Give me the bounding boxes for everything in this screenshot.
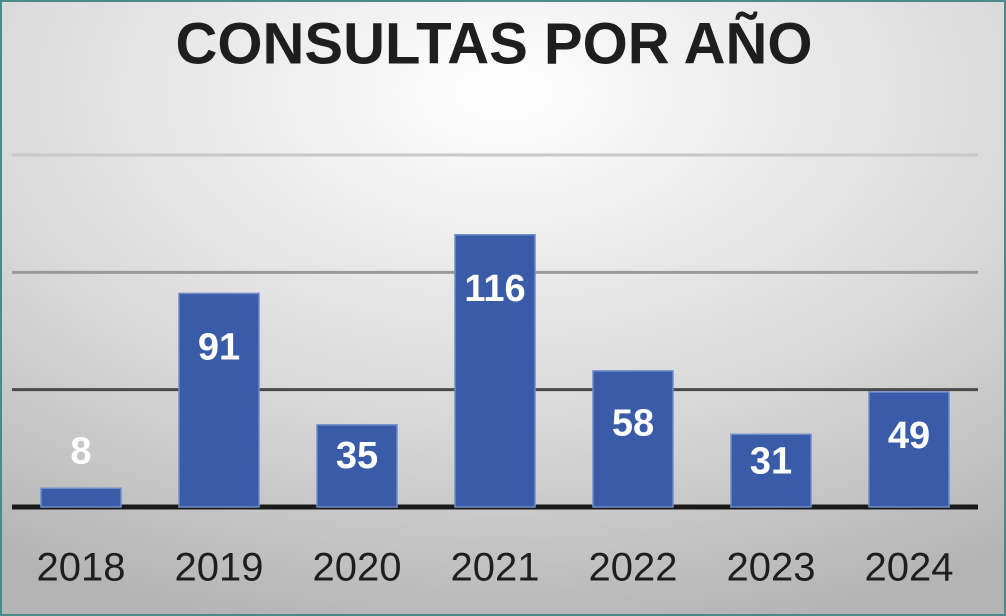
- value-label: 58: [612, 402, 654, 444]
- value-label: 8: [70, 430, 91, 472]
- bar: [40, 487, 122, 508]
- x-tick-label: 2024: [865, 546, 954, 590]
- value-label: 91: [198, 326, 240, 368]
- value-label: 35: [336, 435, 378, 477]
- bar: [592, 370, 674, 508]
- bar: [730, 433, 812, 508]
- x-tick-label: 2018: [37, 546, 126, 590]
- x-tick-label: 2021: [451, 546, 540, 590]
- x-tick-label: 2020: [313, 546, 402, 590]
- value-label: 116: [464, 268, 525, 310]
- x-tick-label: 2019: [175, 546, 264, 590]
- value-label: 31: [750, 440, 792, 482]
- bar: [178, 292, 260, 508]
- chart-title: CONSULTAS POR AÑO: [176, 11, 813, 76]
- bar: [868, 391, 950, 508]
- bar: [316, 424, 398, 508]
- x-tick-label: 2023: [727, 546, 816, 590]
- value-label: 49: [888, 415, 930, 457]
- x-tick-label: 2022: [589, 546, 678, 590]
- bar: [454, 234, 536, 508]
